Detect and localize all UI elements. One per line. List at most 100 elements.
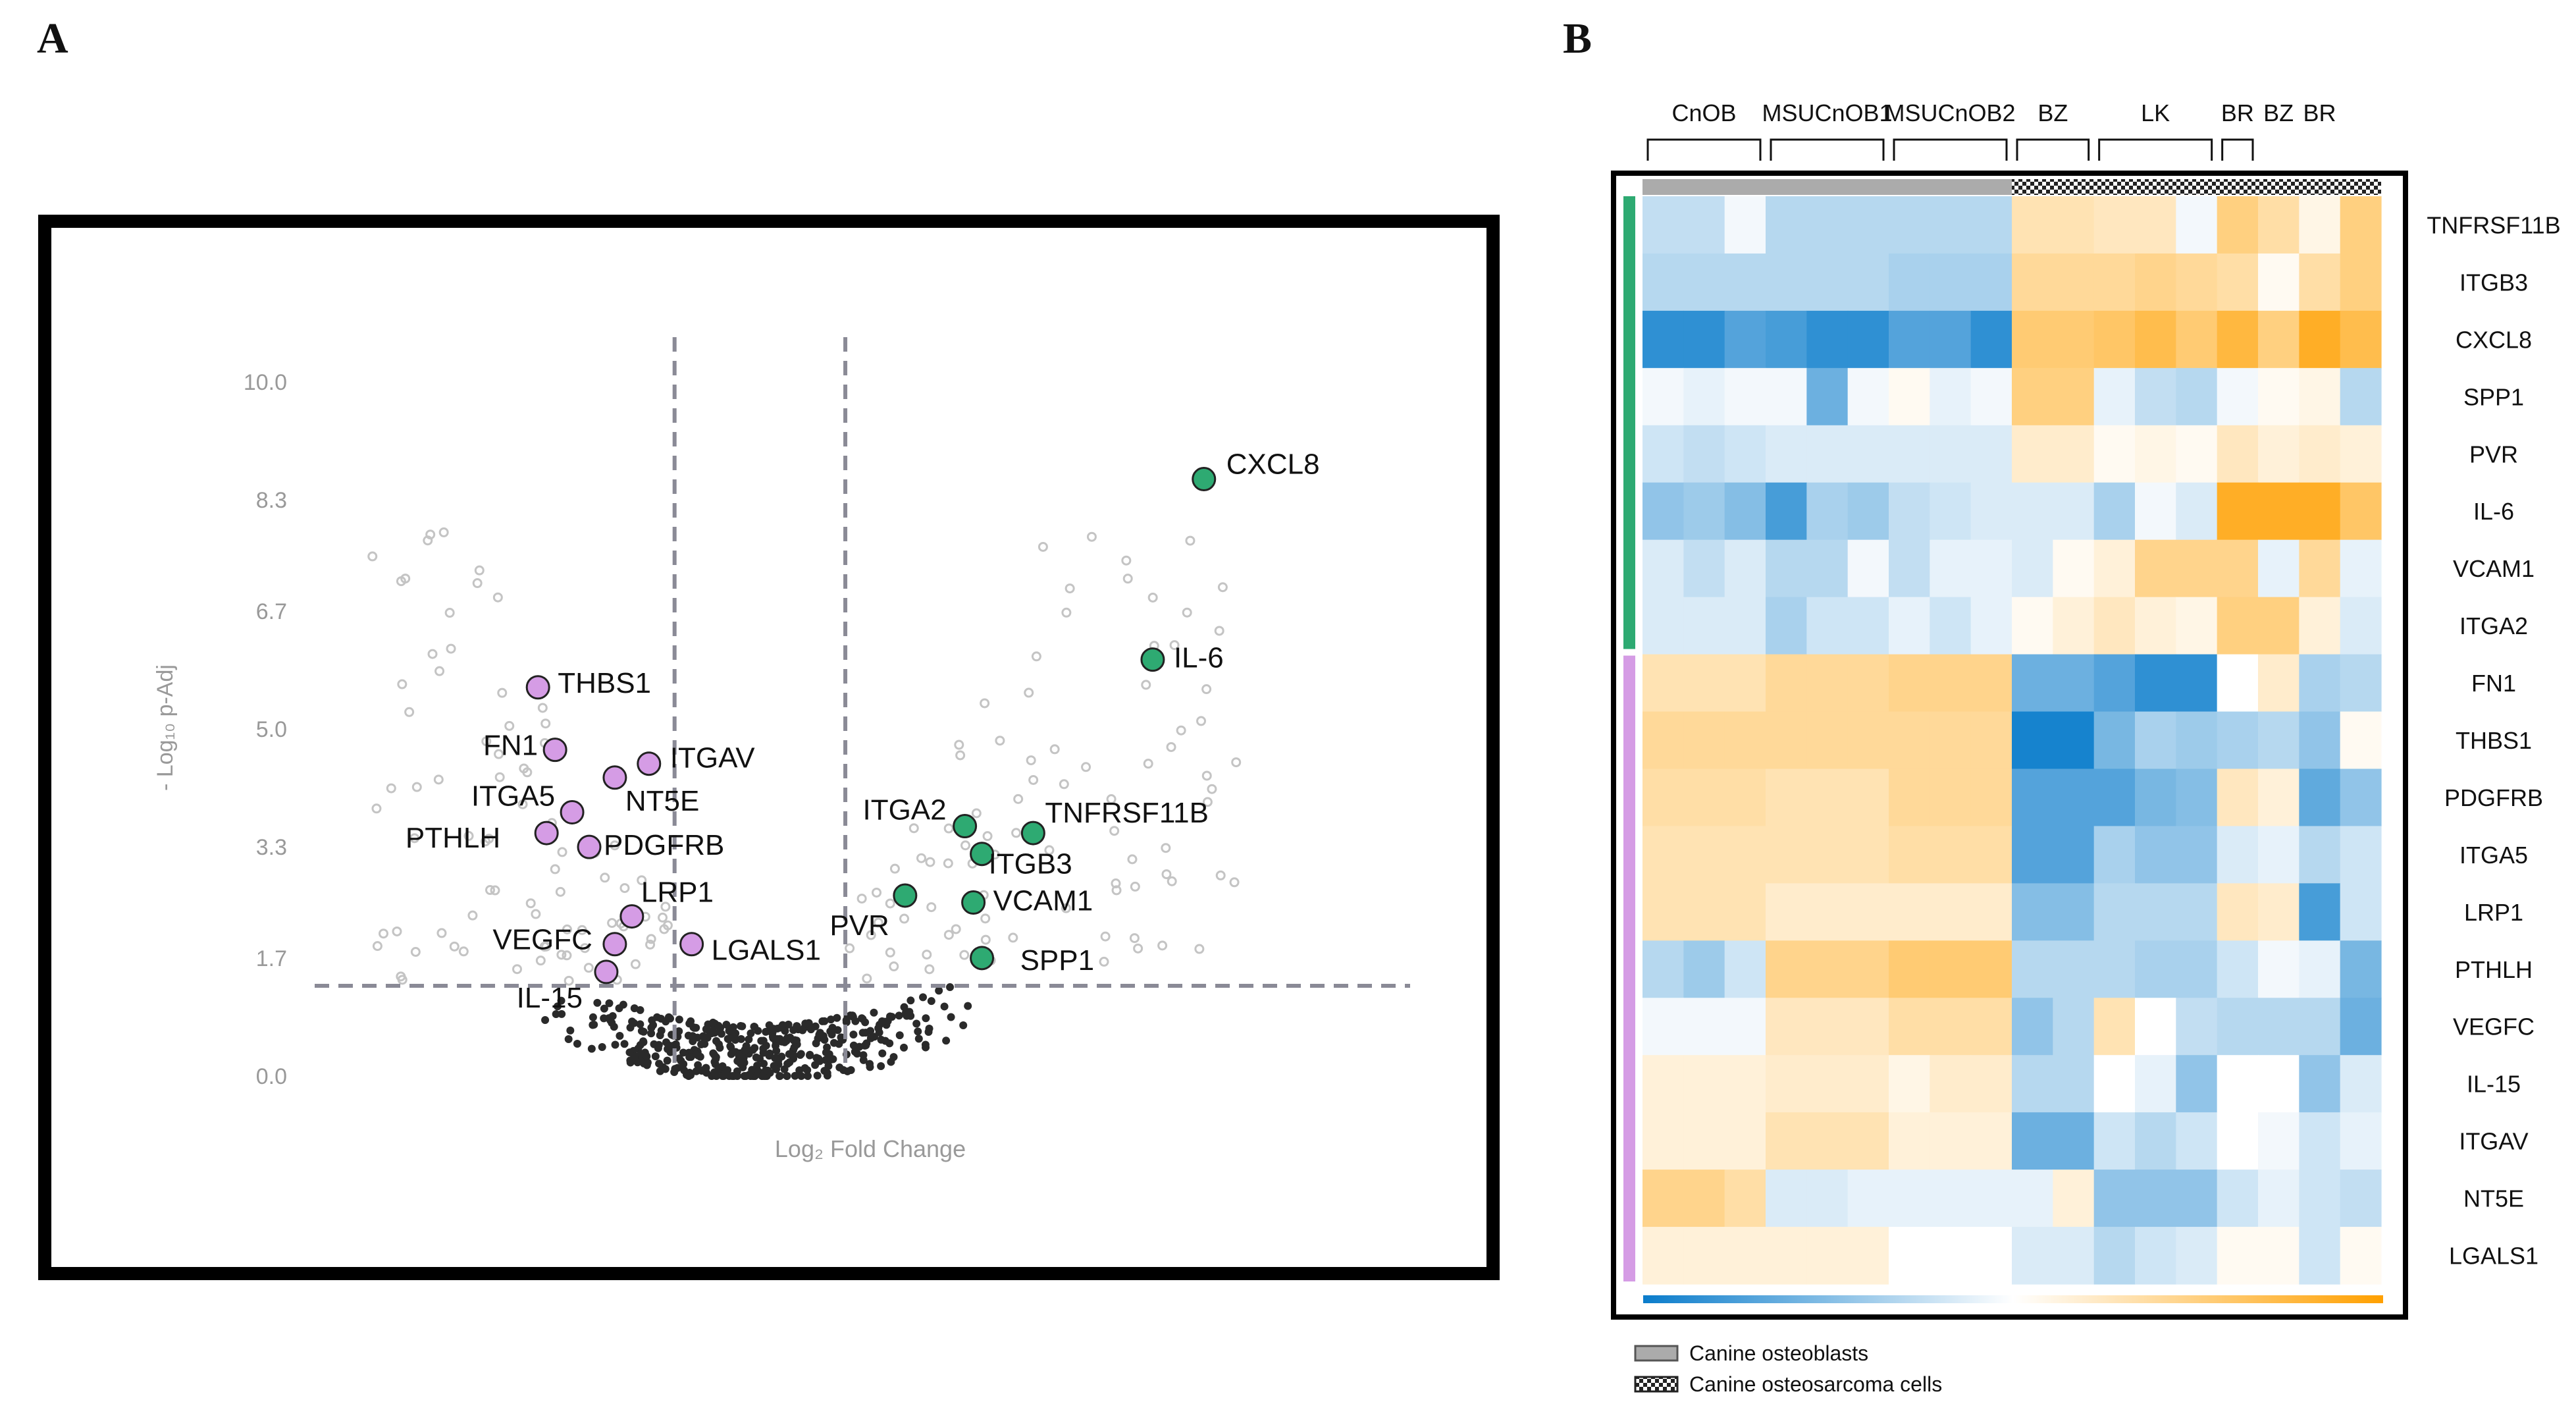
heat-cell (1724, 367, 1766, 426)
heat-cell (2093, 1170, 2136, 1227)
insignificant-point (608, 1019, 616, 1027)
color-scale-bar (1643, 1295, 2383, 1303)
insignificant-point (806, 1050, 814, 1059)
gene-point-lgals1 (679, 932, 704, 957)
heat-cell (2093, 826, 2136, 884)
heat-cell (1930, 826, 1972, 884)
insignificant-point (697, 1040, 706, 1048)
heat-cell (2217, 1112, 2259, 1170)
osteosarcoma-bar (2012, 179, 2381, 195)
insignificant-point (712, 1037, 721, 1045)
heat-cell (2258, 711, 2300, 770)
significant-point (540, 718, 551, 729)
heat-cell (2053, 310, 2095, 369)
heat-cell (1889, 1227, 1930, 1285)
heat-cell (2217, 1170, 2259, 1227)
heat-cell (1970, 253, 2012, 311)
heat-cell (1847, 940, 1889, 998)
insignificant-point (789, 1036, 798, 1044)
heat-cell (1847, 768, 1889, 827)
heat-cell (1847, 998, 1889, 1056)
heat-cell (1766, 482, 1807, 541)
heat-cell (2135, 367, 2176, 426)
heat-cell (1970, 1055, 2012, 1113)
heat-cell (2299, 883, 2341, 941)
heat-cell (2176, 768, 2218, 827)
significant-point (472, 578, 483, 589)
significant-point (1201, 770, 1212, 781)
legend-label-osteoblasts: Canine osteoblasts (1689, 1341, 1868, 1365)
significant-point (497, 687, 508, 698)
y-axis-ticks: 0.0 1.7 3.3 5.0 6.7 8.3 10.0 (244, 370, 287, 1089)
heat-cell (1930, 425, 1972, 483)
heat-cell (1970, 425, 2012, 483)
insignificant-point (754, 1027, 762, 1035)
insignificant-point (903, 1011, 911, 1020)
heat-cell (2299, 196, 2341, 254)
significant-point (367, 551, 378, 562)
insignificant-point (927, 997, 935, 1006)
heat-cell (2299, 768, 2341, 827)
significant-point (856, 894, 867, 904)
insignificant-point (768, 1024, 777, 1033)
group-bracket (2016, 138, 2090, 161)
heat-cell (2012, 253, 2053, 311)
heat-cell (1643, 425, 1684, 483)
heat-cell (1889, 196, 1930, 254)
significant-point (885, 898, 895, 909)
heat-cell (1889, 597, 1930, 655)
heat-cell (2053, 1227, 2095, 1285)
heat-cell (2012, 367, 2053, 426)
heat-cell (2217, 711, 2259, 770)
group-label-cnob: CnOB (1671, 99, 1736, 126)
x-axis-label: Log₂ Fold Change (775, 1135, 966, 1162)
heat-cell (2093, 425, 2136, 483)
heat-cell (1683, 1112, 1725, 1170)
significant-point (982, 831, 993, 842)
heat-cell (2093, 654, 2136, 713)
insignificant-point (964, 1002, 972, 1010)
heat-cell (1847, 1112, 1889, 1170)
insignificant-point (636, 1020, 644, 1029)
heat-cell (1806, 196, 1849, 254)
significant-point (1109, 826, 1120, 836)
heat-cell (2012, 310, 2053, 369)
insignificant-point (797, 1072, 806, 1080)
insignificant-point (630, 1004, 639, 1013)
insignificant-point (587, 1044, 596, 1053)
heat-cell (2093, 711, 2136, 770)
insignificant-point (736, 1056, 745, 1065)
heat-cell (2012, 654, 2053, 713)
insignificant-point (803, 1065, 812, 1074)
insignificant-point (637, 1027, 646, 1035)
heat-cell (2176, 1055, 2218, 1113)
gene-label-lgals1: LGALS1 (712, 934, 821, 967)
gene-label-vegfc: VEGFC (492, 924, 592, 956)
group-label-msucnob1: MSUCnOB1 (1762, 99, 1892, 126)
insignificant-point (851, 1017, 860, 1025)
gene-point-il-15 (594, 959, 619, 984)
insignificant-point (750, 1044, 759, 1052)
significant-point (980, 698, 990, 709)
significant-point (889, 961, 899, 972)
gene-label-spp1: SPP1 (1020, 944, 1095, 977)
volcano-plot: 0.0 1.7 3.3 5.0 6.7 8.3 10.0 CXCL8 IL-6 TNFRSF11… (153, 337, 1410, 1162)
heatmap-cells (1643, 196, 2382, 1285)
insignificant-point (827, 1015, 835, 1024)
heat-cell (1683, 367, 1725, 426)
heat-cell (2012, 1055, 2053, 1113)
significant-point (444, 608, 455, 618)
heat-cell (2176, 425, 2218, 483)
insignificant-point (791, 1071, 799, 1080)
significant-point (1061, 607, 1072, 618)
insignificant-point (649, 1021, 658, 1029)
heat-cell (2053, 1112, 2095, 1170)
group-bracket (1893, 138, 2008, 161)
insignificant-point (694, 1061, 702, 1069)
row-label-il-6: IL-6 (2473, 498, 2514, 525)
heat-cell (2258, 998, 2300, 1056)
heat-cell (2299, 1112, 2341, 1170)
row-label-thbs1: THBS1 (2456, 727, 2532, 754)
heat-cell (1643, 1170, 1684, 1227)
insignificant-point (833, 1026, 842, 1035)
